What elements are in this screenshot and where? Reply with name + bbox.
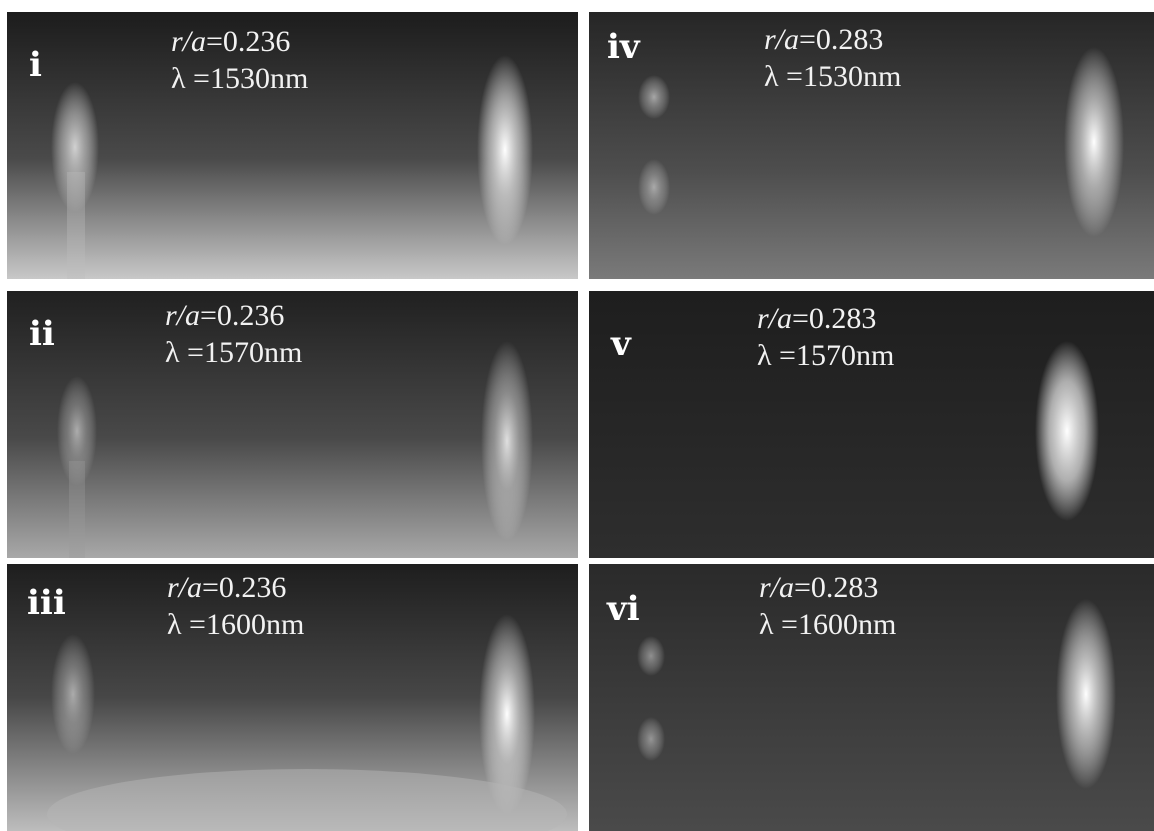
image-panel-i: i r/a=0.236 λ =1530nm xyxy=(7,12,578,279)
lambda-value: =1570nm xyxy=(771,338,895,372)
ra-value: =0.236 xyxy=(200,299,285,332)
ra-label: r/a xyxy=(165,299,201,332)
infrared-image-ii xyxy=(7,291,578,558)
lambda-value: =1570nm xyxy=(179,335,303,369)
image-panel-v: v r/a=0.283 λ =1570nm xyxy=(589,291,1154,558)
ra-label: r/a xyxy=(764,23,800,56)
ra-value: =0.283 xyxy=(799,23,884,56)
ra-value: =0.283 xyxy=(792,302,877,335)
ra-value: =0.283 xyxy=(794,571,879,604)
lambda-symbol: λ xyxy=(764,59,779,93)
image-panel-ii: ii r/a=0.236 λ =1570nm xyxy=(7,291,578,558)
infrared-image-iv xyxy=(589,12,1154,279)
ra-label: r/a xyxy=(757,302,793,335)
panel-label: ii xyxy=(29,314,55,354)
panel-caption: r/a=0.283 λ =1600nm xyxy=(759,570,896,643)
lambda-value: =1600nm xyxy=(773,607,897,641)
image-panel-iii: iii r/a=0.236 λ =1600nm xyxy=(7,564,578,831)
infrared-image-v xyxy=(589,291,1154,558)
panel-caption: r/a=0.283 λ =1570nm xyxy=(757,301,894,374)
panel-label: iii xyxy=(27,583,66,623)
panel-caption: r/a=0.236 λ =1570nm xyxy=(165,298,302,371)
panel-caption: r/a=0.236 λ =1600nm xyxy=(167,570,304,643)
image-panel-iv: iv r/a=0.283 λ =1530nm xyxy=(589,12,1154,279)
ra-value: =0.236 xyxy=(202,571,287,604)
lambda-symbol: λ xyxy=(171,61,186,95)
lambda-value: =1530nm xyxy=(778,59,902,93)
panel-label: i xyxy=(29,45,42,85)
ra-value: =0.236 xyxy=(206,25,291,58)
image-panel-vi: vi r/a=0.283 λ =1600nm xyxy=(589,564,1154,831)
panel-caption: r/a=0.283 λ =1530nm xyxy=(764,22,901,95)
lambda-symbol: λ xyxy=(167,607,182,641)
panel-caption: r/a=0.236 λ =1530nm xyxy=(171,24,308,97)
lambda-symbol: λ xyxy=(757,338,772,372)
ra-label: r/a xyxy=(759,571,795,604)
panel-label: v xyxy=(611,324,631,364)
infrared-image-iii xyxy=(7,564,578,831)
lambda-value: =1530nm xyxy=(185,61,309,95)
infrared-image-vi xyxy=(589,564,1154,831)
lambda-value: =1600nm xyxy=(181,607,305,641)
infrared-image-i xyxy=(7,12,578,279)
ra-label: r/a xyxy=(171,25,207,58)
panel-label: vi xyxy=(607,589,640,629)
lambda-symbol: λ xyxy=(165,335,180,369)
lambda-symbol: λ xyxy=(759,607,774,641)
panel-label: iv xyxy=(607,27,640,67)
ra-label: r/a xyxy=(167,571,203,604)
